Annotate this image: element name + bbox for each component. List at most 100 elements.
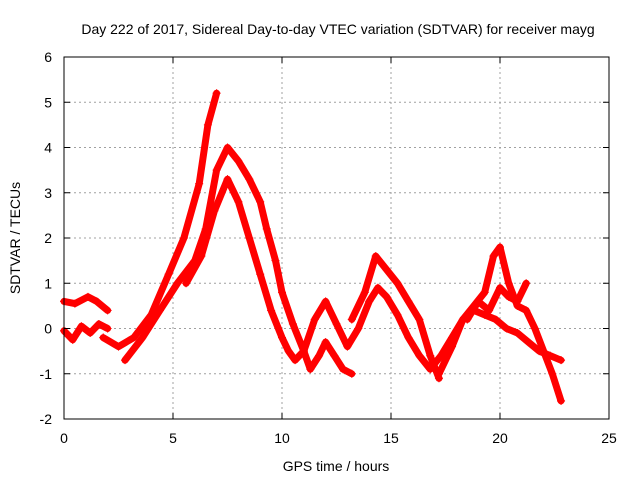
data-point	[114, 342, 123, 351]
series-band	[60, 293, 112, 314]
data-point	[491, 315, 500, 324]
data-point	[522, 279, 531, 288]
y-tick-label: 3	[44, 185, 52, 201]
y-tick-label: -1	[40, 366, 53, 382]
data-point	[182, 279, 191, 288]
data-point	[539, 347, 548, 356]
data-point	[210, 206, 219, 215]
data-point	[164, 270, 173, 279]
data-point	[557, 356, 566, 365]
data-point	[513, 297, 522, 306]
data-point	[382, 292, 391, 301]
data-point	[299, 347, 308, 356]
data-point	[347, 315, 356, 324]
data-point	[278, 288, 286, 297]
data-point	[354, 324, 363, 333]
data-point	[502, 324, 511, 333]
grid	[64, 57, 609, 419]
data-point	[530, 324, 539, 333]
x-tick-label: 25	[601, 430, 617, 446]
data-point	[426, 351, 435, 360]
x-tick-label: 5	[169, 430, 177, 446]
data-point	[485, 306, 494, 315]
data-point	[360, 288, 369, 297]
data-point	[155, 306, 164, 315]
data-point	[321, 297, 330, 306]
data-point	[393, 279, 402, 288]
data-point	[557, 396, 566, 405]
x-tick-label: 10	[274, 430, 290, 446]
data-point	[70, 299, 79, 308]
data-point	[480, 310, 489, 319]
data-point	[332, 319, 341, 328]
chart-title: Day 222 of 2017, Sidereal Day-to-day VTE…	[81, 21, 594, 37]
data-point	[103, 306, 112, 315]
y-tick-labels: -2 -1 0 1 2 3 4 5 6	[40, 49, 53, 427]
x-tick-label: 20	[492, 430, 508, 446]
data-point	[92, 297, 101, 306]
x-tick-label: 15	[383, 430, 399, 446]
data-point	[415, 351, 424, 360]
data-point	[522, 306, 531, 315]
data-point	[245, 234, 254, 242]
x-tick-label: 0	[60, 430, 68, 446]
data-point	[513, 329, 522, 338]
data-point	[365, 297, 374, 306]
series-track-d	[121, 143, 356, 378]
data-point	[480, 288, 489, 297]
data-point	[343, 342, 352, 351]
data-point	[434, 369, 443, 378]
data-point	[330, 351, 339, 360]
series-track-h	[463, 279, 531, 324]
series-track-c	[99, 89, 221, 351]
data-point	[203, 120, 212, 129]
series-band	[121, 144, 356, 378]
data-point	[373, 283, 382, 292]
series-band	[60, 320, 112, 344]
data-point	[267, 306, 276, 315]
data-point	[223, 143, 232, 152]
data-point	[99, 333, 108, 342]
data-point	[371, 252, 380, 261]
data-point	[234, 197, 243, 206]
x-axis-label: GPS time / hours	[283, 458, 390, 474]
y-tick-label: -2	[40, 411, 53, 427]
data-point	[291, 356, 300, 365]
data-point	[339, 365, 348, 374]
axis-ticks	[63, 56, 610, 420]
data-point	[315, 351, 324, 360]
data-point	[197, 252, 206, 261]
data-point	[306, 365, 315, 374]
data-point	[94, 319, 103, 328]
data-point	[496, 243, 504, 252]
y-axis-label: SDTVAR / TECUs	[7, 182, 23, 294]
series-track-a	[60, 292, 112, 315]
data-point	[121, 356, 130, 365]
data-series	[60, 89, 566, 405]
data-point	[524, 338, 533, 347]
data-point	[504, 292, 513, 301]
data-point	[256, 197, 265, 206]
data-point	[415, 315, 424, 324]
data-point	[474, 297, 483, 306]
data-point	[77, 322, 86, 331]
series-band	[182, 175, 565, 373]
data-point	[223, 175, 232, 184]
data-point	[138, 333, 147, 342]
data-point	[245, 175, 254, 184]
data-point	[496, 283, 504, 292]
data-point	[393, 310, 402, 319]
data-point	[404, 333, 413, 342]
data-point	[489, 252, 498, 261]
data-point	[129, 333, 138, 342]
data-point	[83, 292, 92, 301]
data-point	[195, 179, 204, 188]
y-tick-label: 6	[44, 49, 52, 65]
data-point	[448, 342, 457, 351]
data-point	[271, 256, 280, 265]
data-point	[321, 338, 330, 347]
y-tick-label: 2	[44, 230, 52, 246]
data-point	[548, 369, 557, 378]
data-point	[212, 89, 221, 98]
